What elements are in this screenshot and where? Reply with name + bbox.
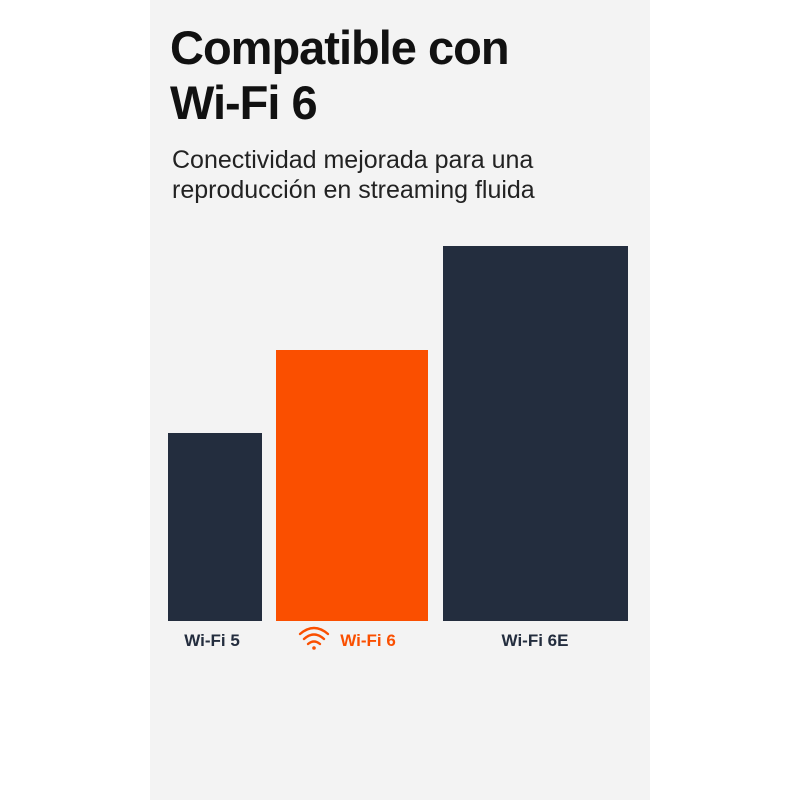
chart-subtitle: Conectividad mejorada para una <box>172 146 533 174</box>
bar <box>276 350 428 621</box>
chart-title: Wi-Fi 6 <box>170 76 317 129</box>
chart-subtitle: reproducción en streaming fluida <box>172 176 535 204</box>
x-tick-label: Wi-Fi 6 <box>340 631 396 650</box>
x-tick-label: Wi-Fi 6E <box>502 631 569 650</box>
chart-title: Compatible con <box>170 21 509 74</box>
wifi-icon <box>298 626 330 650</box>
x-tick-label: Wi-Fi 5 <box>184 631 240 650</box>
bar <box>168 433 262 621</box>
bar <box>443 246 628 621</box>
